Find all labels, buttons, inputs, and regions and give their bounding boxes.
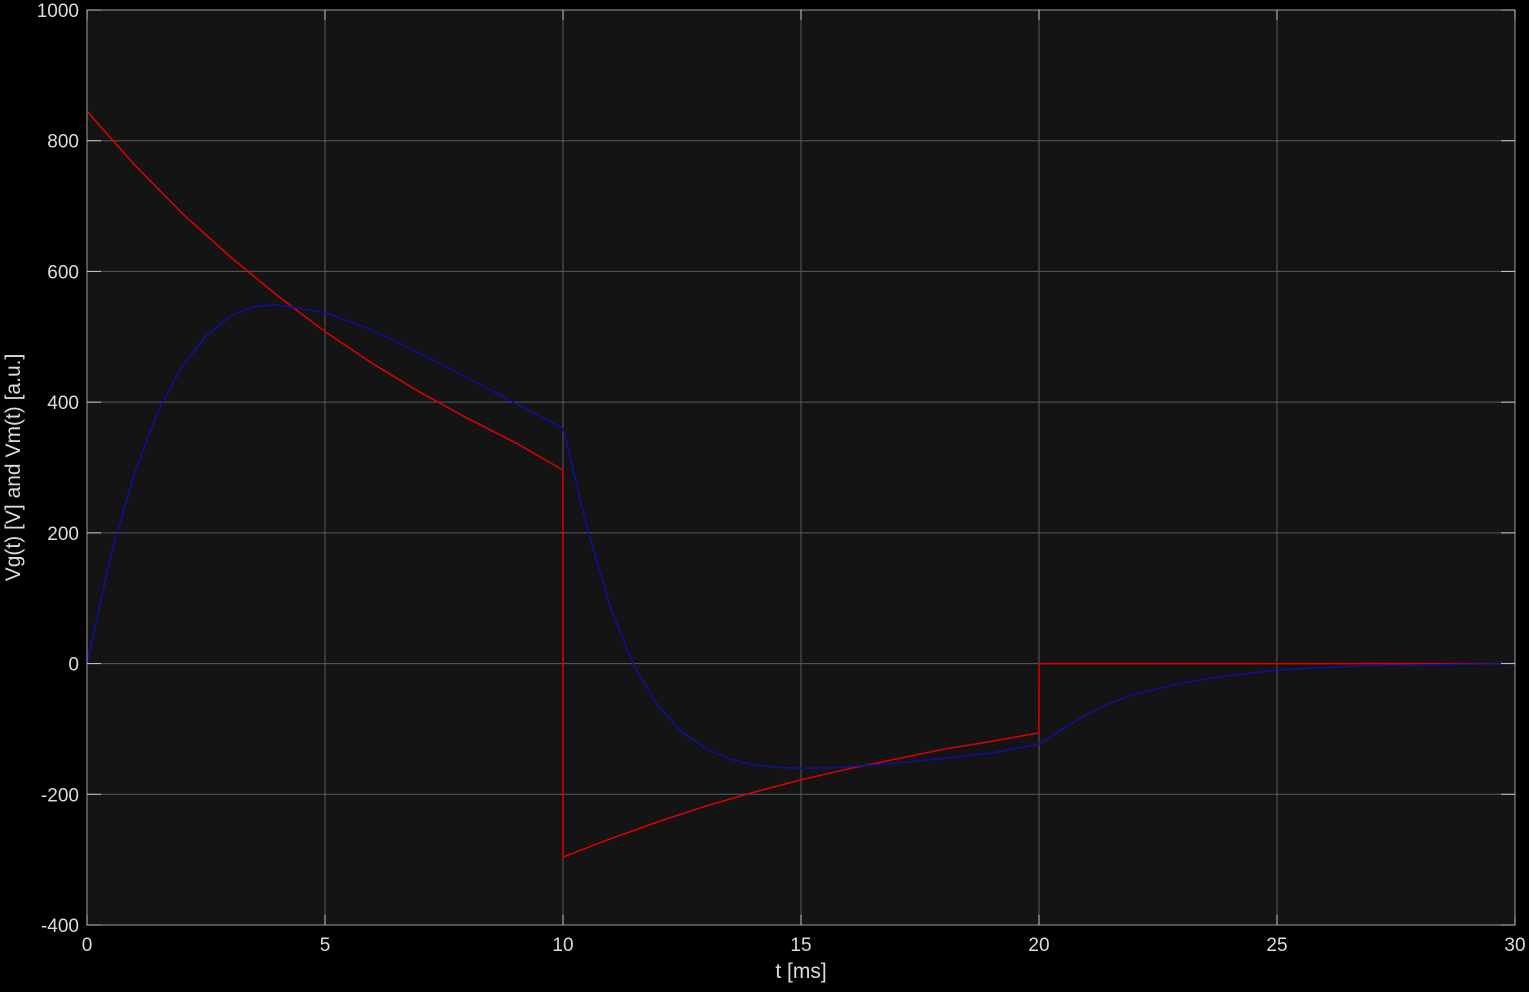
x-tick-label: 15 xyxy=(790,935,811,956)
y-tick-label: -400 xyxy=(41,916,79,937)
series-lines xyxy=(86,110,1516,858)
series-line-red xyxy=(86,110,1515,858)
y-tick-label: 800 xyxy=(47,132,79,153)
x-axis-label: t [ms] xyxy=(775,960,826,983)
x-tick-label: 30 xyxy=(1504,935,1525,956)
x-axis-ticks: 0 5 10 15 20 25 30 xyxy=(82,10,1526,956)
y-tick-label: 600 xyxy=(47,262,79,283)
y-tick-label: 200 xyxy=(47,524,79,545)
y-tick-label: 0 xyxy=(68,655,79,676)
y-tick-label: 1000 xyxy=(37,1,79,22)
x-tick-label: 10 xyxy=(552,935,573,956)
series-line-blue xyxy=(86,304,1516,769)
y-tick-label: -200 xyxy=(41,785,79,806)
x-tick-label: 25 xyxy=(1266,935,1287,956)
y-axis-label: Vg(t) [V] and Vm(t) [a.u.] xyxy=(2,354,25,582)
x-tick-label: 5 xyxy=(320,935,331,956)
x-tick-label: 20 xyxy=(1028,935,1049,956)
x-tick-label: 0 xyxy=(82,935,93,956)
y-tick-label: 400 xyxy=(47,393,79,414)
y-axis-ticks: 1000 800 600 400 200 0 -200 -400 xyxy=(37,1,1515,937)
